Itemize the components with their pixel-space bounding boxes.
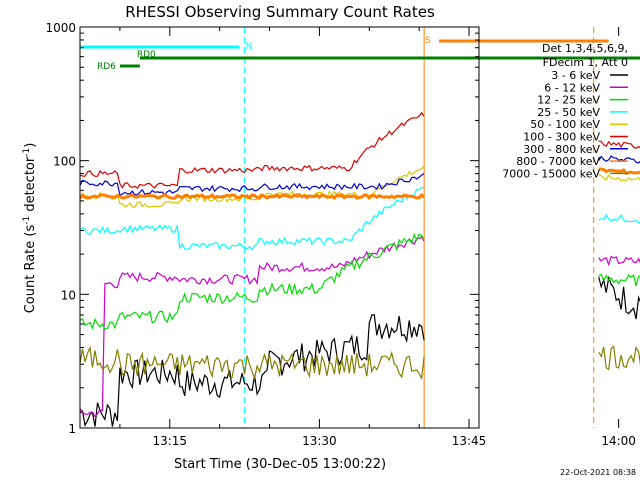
series-line-9	[598, 345, 640, 371]
flag-label: S	[425, 36, 431, 46]
series-line-5	[598, 174, 640, 182]
x-tick-label: 13:15	[152, 434, 187, 448]
series-line-4	[79, 186, 425, 251]
chart-title: RHESSI Observing Summary Count Rates	[125, 3, 435, 21]
legend-label: 50 - 100 keV	[530, 118, 600, 131]
series-line-6	[79, 111, 425, 190]
series-line-1	[598, 275, 640, 320]
legend: Det 1,3,4,5,6,9, FDecim 1, Att 0 3 - 6 k…	[502, 42, 628, 180]
flag-label: RD0	[137, 50, 156, 60]
legend-title-line-1: Det 1,3,4,5,6,9,	[542, 42, 628, 55]
series-line-7	[79, 172, 425, 197]
flag-label: N	[246, 42, 253, 52]
y-tick-label: 1000	[45, 21, 76, 35]
series-line-2	[79, 235, 425, 418]
y-tick-label: 1	[68, 422, 76, 436]
legend-label: 6 - 12 keV	[544, 81, 600, 94]
x-tick-label: 14:00	[601, 434, 636, 448]
x-tick-label: 13:45	[452, 434, 487, 448]
y-tick-label: 10	[61, 288, 76, 302]
flag-label: RD6	[97, 62, 116, 72]
legend-title-line-2: FDecim 1, Att 0	[543, 56, 628, 69]
legend-label: 300 - 800 keV	[523, 143, 600, 156]
y-axis-label: Count Rate (s-1 detector-1)	[22, 143, 38, 314]
legend-label: 100 - 300 keV	[523, 131, 600, 144]
series-line-8	[78, 192, 426, 200]
legend-label: 3 - 6 keV	[551, 69, 600, 82]
x-axis-label: Start Time (30-Dec-05 13:00:22)	[174, 457, 386, 472]
legend-label: 7000 - 15000 keV	[502, 167, 600, 180]
series-line-1	[79, 314, 425, 427]
legend-label: 25 - 50 keV	[537, 106, 600, 119]
series-line-3	[79, 232, 425, 331]
series-line-9	[79, 345, 425, 381]
legend-label: 12 - 25 keV	[537, 94, 600, 107]
x-tick-label: 13:30	[302, 434, 337, 448]
plot-frame	[79, 26, 480, 429]
footer-timestamp: 22-Oct-2021 08:38	[560, 468, 636, 477]
plot-area: N S RD0 RD6	[78, 27, 640, 428]
legend-label: 800 - 7000 keV	[516, 155, 600, 168]
y-tick-label: 100	[53, 155, 76, 169]
series-line-4	[598, 213, 640, 224]
